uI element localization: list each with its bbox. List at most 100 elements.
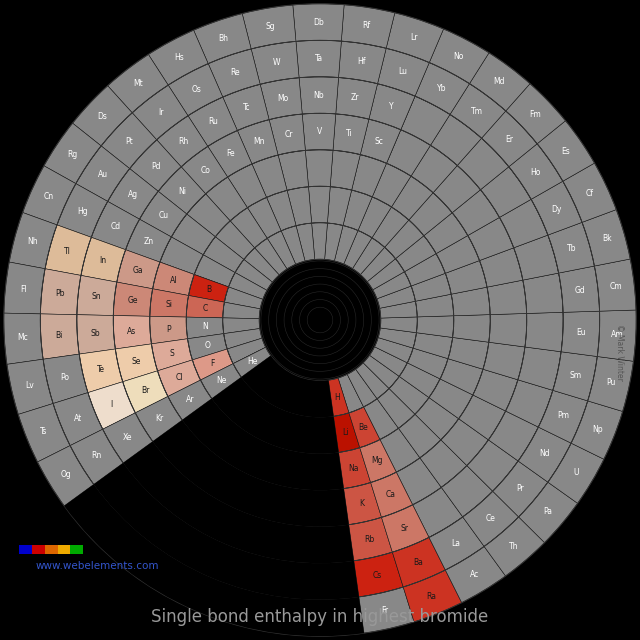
Wedge shape	[158, 167, 205, 214]
Wedge shape	[123, 371, 168, 413]
Wedge shape	[102, 413, 153, 463]
Wedge shape	[79, 349, 123, 392]
Wedge shape	[553, 352, 597, 401]
Wedge shape	[339, 448, 371, 488]
Wedge shape	[360, 119, 401, 163]
Wedge shape	[76, 146, 130, 202]
Wedge shape	[153, 420, 349, 527]
Wedge shape	[351, 155, 387, 197]
Wedge shape	[93, 463, 359, 600]
Wedge shape	[168, 380, 212, 420]
Wedge shape	[561, 311, 600, 356]
Text: No: No	[453, 52, 463, 61]
Wedge shape	[140, 191, 187, 237]
Wedge shape	[349, 517, 392, 561]
Wedge shape	[77, 315, 115, 354]
Text: Hf: Hf	[356, 58, 365, 67]
Wedge shape	[305, 150, 333, 187]
Text: B: B	[206, 285, 211, 294]
Wedge shape	[429, 517, 484, 570]
Wedge shape	[417, 316, 454, 337]
Wedge shape	[356, 363, 389, 399]
Wedge shape	[445, 260, 487, 294]
Text: Au: Au	[98, 170, 108, 179]
Text: Te: Te	[97, 365, 104, 374]
Wedge shape	[415, 63, 470, 115]
Wedge shape	[369, 84, 415, 130]
Text: Bi: Bi	[55, 331, 63, 340]
Wedge shape	[349, 407, 380, 448]
Text: Mg: Mg	[371, 456, 383, 465]
Wedge shape	[125, 219, 172, 262]
Wedge shape	[267, 231, 296, 269]
Text: La: La	[451, 539, 460, 548]
Wedge shape	[415, 397, 459, 440]
Wedge shape	[181, 147, 228, 194]
Wedge shape	[339, 41, 386, 84]
Wedge shape	[113, 316, 152, 349]
Wedge shape	[260, 77, 302, 120]
Text: F: F	[211, 359, 215, 368]
Wedge shape	[343, 190, 372, 230]
Wedge shape	[371, 472, 413, 517]
Wedge shape	[7, 359, 53, 415]
Wedge shape	[360, 247, 396, 282]
Wedge shape	[401, 96, 450, 145]
Text: Bh: Bh	[218, 34, 228, 43]
Text: Cr: Cr	[284, 130, 293, 139]
Bar	[32, 545, 45, 554]
Text: O: O	[204, 341, 211, 350]
Wedge shape	[509, 144, 563, 199]
Text: © Mark Winter: © Mark Winter	[615, 324, 624, 380]
Text: Pu: Pu	[607, 378, 616, 387]
Text: Co: Co	[200, 166, 210, 175]
Wedge shape	[81, 237, 125, 282]
Text: Pa: Pa	[543, 508, 552, 516]
Wedge shape	[392, 538, 445, 587]
Wedge shape	[160, 237, 204, 275]
Wedge shape	[424, 212, 468, 253]
Wedge shape	[19, 403, 70, 462]
Wedge shape	[386, 13, 444, 63]
Wedge shape	[595, 259, 636, 311]
Wedge shape	[459, 395, 506, 440]
Wedge shape	[371, 472, 413, 517]
Text: Tc: Tc	[243, 102, 251, 111]
Text: Nh: Nh	[28, 237, 38, 246]
Wedge shape	[489, 314, 527, 347]
Text: Cu: Cu	[158, 211, 168, 220]
Text: Re: Re	[230, 68, 240, 77]
Wedge shape	[381, 505, 429, 552]
Wedge shape	[208, 49, 260, 97]
Wedge shape	[116, 250, 160, 289]
Text: W: W	[273, 58, 280, 67]
Text: Ra: Ra	[426, 592, 436, 601]
Wedge shape	[409, 193, 452, 236]
Text: Gd: Gd	[575, 286, 585, 295]
Wedge shape	[377, 286, 415, 308]
Wedge shape	[4, 313, 43, 364]
Wedge shape	[158, 167, 205, 214]
Wedge shape	[431, 115, 481, 166]
Text: Lu: Lu	[398, 67, 407, 76]
Text: Nb: Nb	[314, 90, 324, 100]
Text: Ne: Ne	[216, 376, 227, 385]
Wedge shape	[4, 262, 45, 314]
Wedge shape	[499, 199, 548, 248]
Wedge shape	[518, 482, 577, 543]
Wedge shape	[212, 377, 339, 454]
Wedge shape	[451, 287, 490, 316]
Wedge shape	[108, 54, 168, 113]
Wedge shape	[7, 359, 53, 415]
Text: Db: Db	[313, 17, 324, 27]
Wedge shape	[509, 144, 563, 199]
Wedge shape	[333, 114, 369, 155]
Wedge shape	[518, 347, 561, 390]
Wedge shape	[208, 131, 252, 177]
Wedge shape	[336, 77, 378, 119]
Text: N: N	[202, 323, 207, 332]
Text: Es: Es	[561, 147, 570, 156]
Wedge shape	[353, 238, 385, 275]
Wedge shape	[108, 168, 158, 219]
Wedge shape	[374, 337, 413, 363]
